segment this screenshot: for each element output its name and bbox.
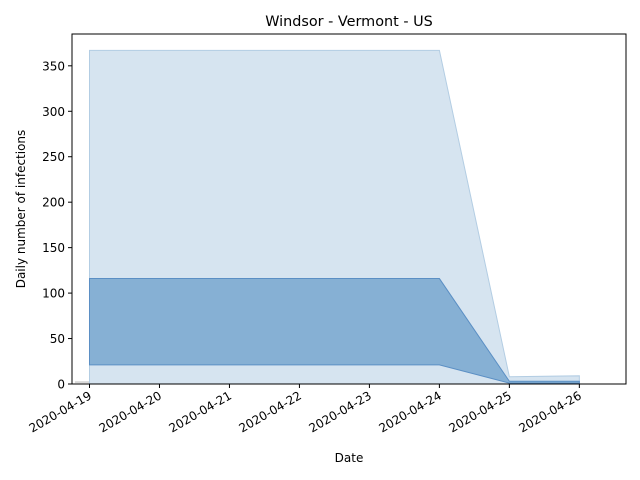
y-tick-label: 200 [42, 196, 65, 210]
y-tick-label: 50 [50, 332, 65, 346]
chart-title: Windsor - Vermont - US [265, 14, 433, 30]
y-axis-label: Daily number of infections [14, 130, 28, 289]
inner-band-area [88, 278, 580, 384]
y-axis-ticks: 0 50 100 150 200 250 300 350 [42, 59, 72, 392]
y-tick-label: 250 [42, 150, 65, 164]
y-tick-label: 350 [42, 59, 65, 73]
plot-area [74, 49, 580, 385]
axes-frame [71, 33, 627, 385]
y-tick-label: 300 [42, 105, 65, 119]
y-tick-label: 150 [42, 241, 65, 255]
y-tick-label: 100 [42, 287, 65, 301]
x-axis-label: Date [335, 451, 364, 465]
y-tick-label: 0 [57, 378, 65, 392]
